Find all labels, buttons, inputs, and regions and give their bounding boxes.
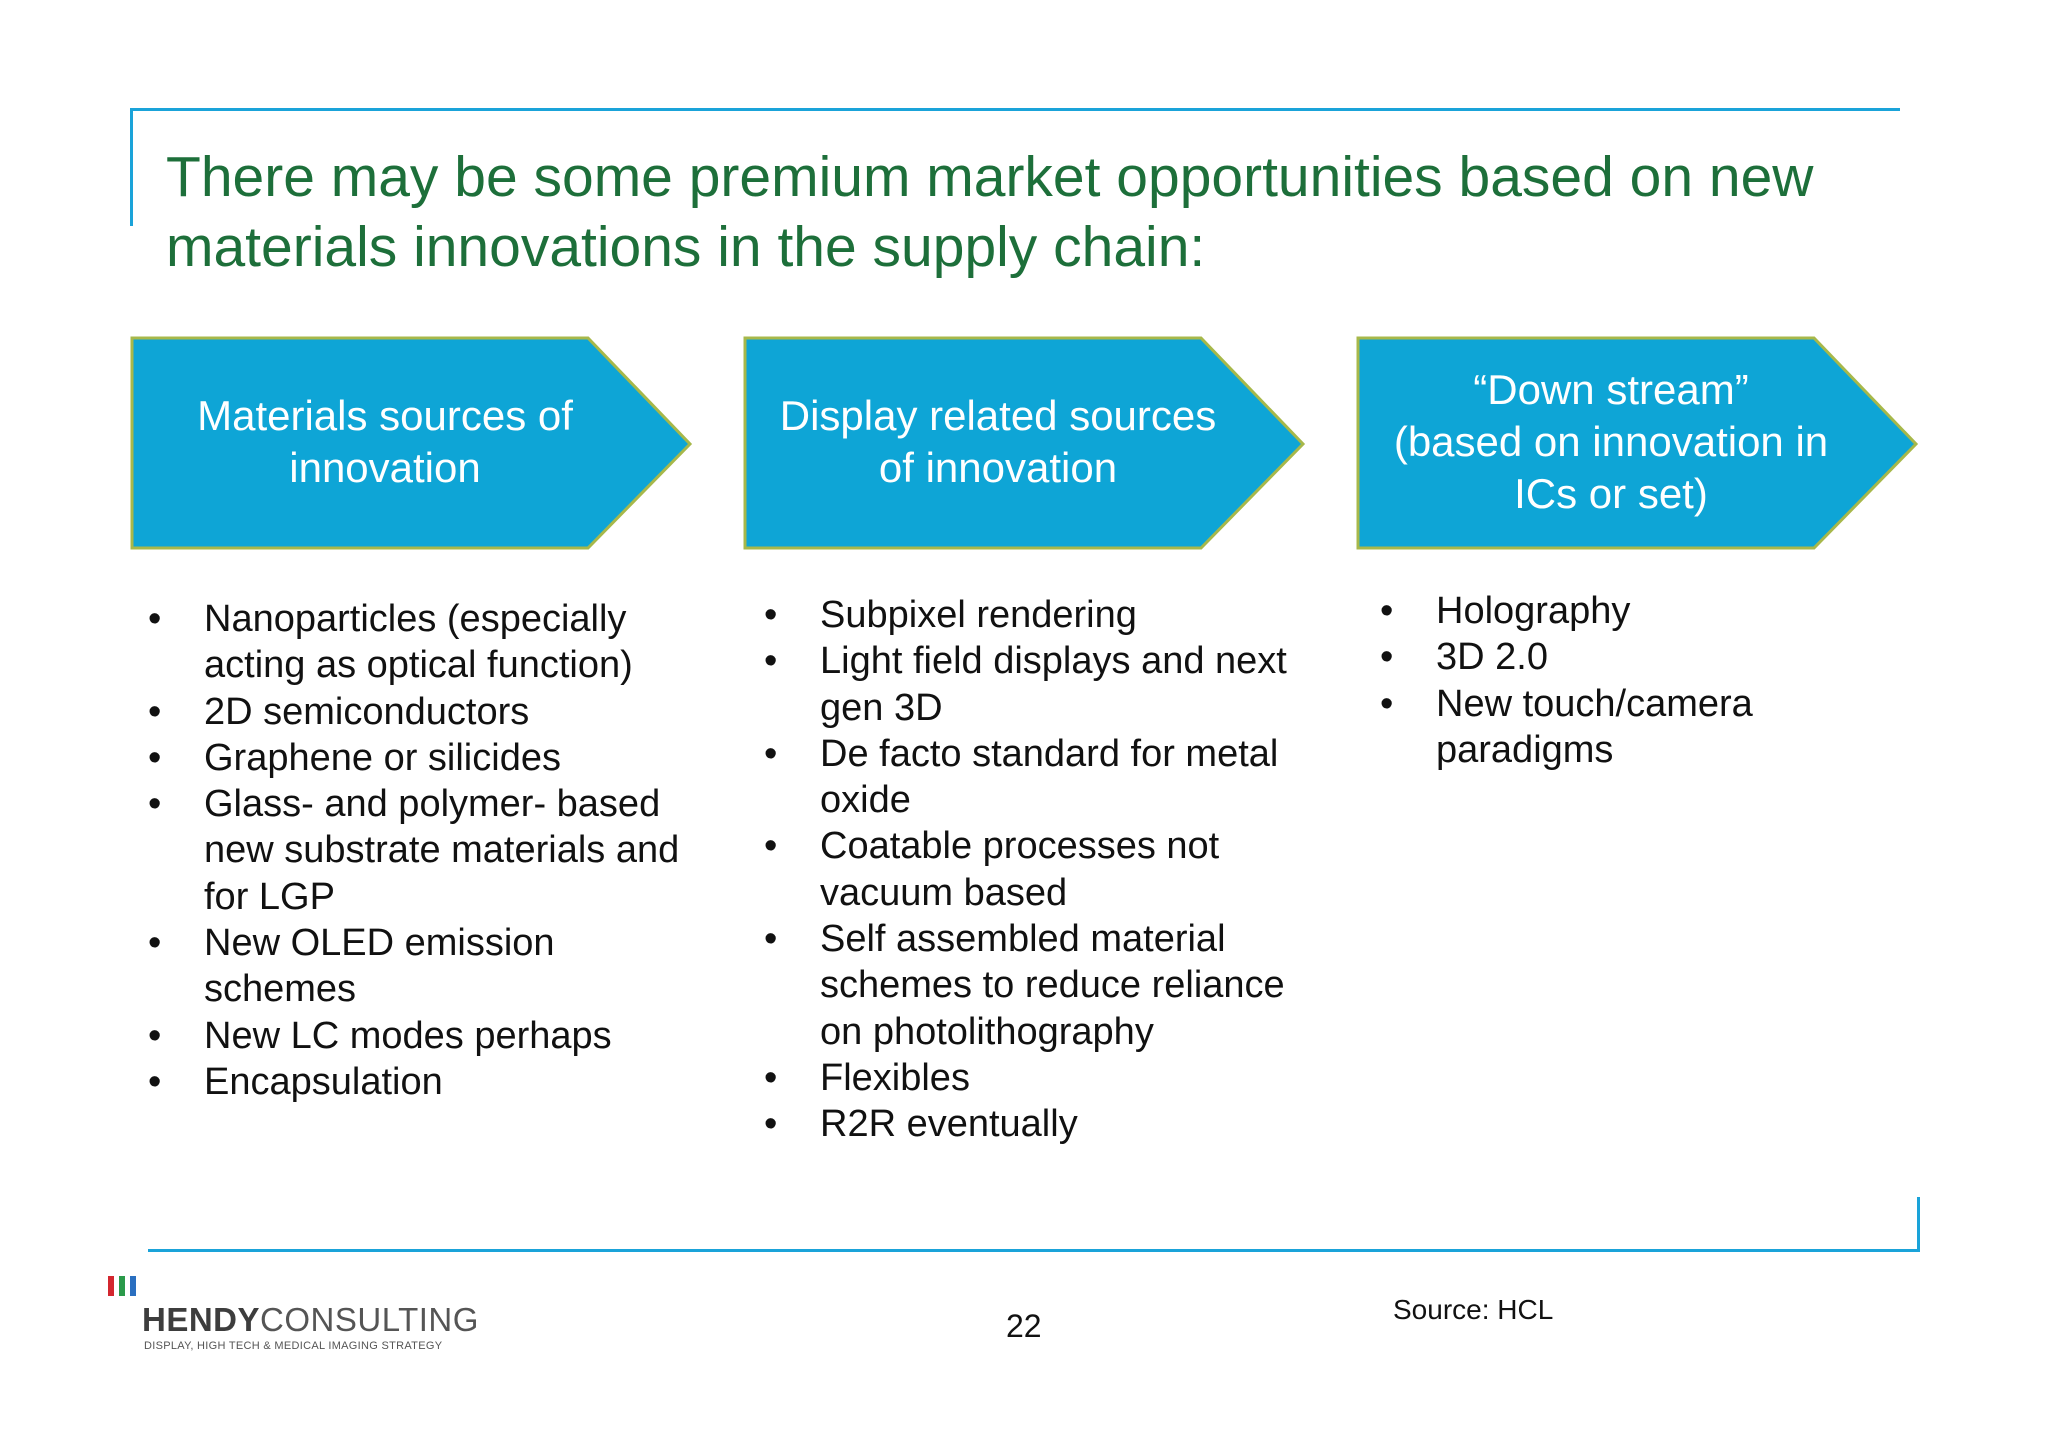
arrow-heading-line: Display related sources bbox=[779, 392, 1217, 439]
arrow-heading-line: (based on innovation in bbox=[1393, 418, 1829, 465]
chevron-arrow-shape bbox=[743, 336, 1306, 550]
arrow-heading-line: “Down stream” bbox=[1473, 366, 1749, 413]
arrow-heading-line: ICs or set) bbox=[1514, 470, 1708, 517]
list-item: 2D semiconductors bbox=[148, 689, 696, 736]
logo-bar-red bbox=[108, 1276, 114, 1296]
logo-name-bold: HENDY bbox=[142, 1301, 261, 1338]
logo-tagline: DISPLAY, HIGH TECH & MEDICAL IMAGING STR… bbox=[144, 1340, 443, 1352]
list-item: Coatable processes not vacuum based bbox=[764, 823, 1324, 916]
list-item: New LC modes perhaps bbox=[148, 1013, 696, 1060]
list-item: New OLED emission schemes bbox=[148, 920, 696, 1013]
list-item: 3D 2.0 bbox=[1380, 634, 1880, 681]
list-item: Self assembled material schemes to reduc… bbox=[764, 916, 1324, 1055]
frame-top-line bbox=[130, 108, 1900, 111]
hendy-consulting-logo: HENDYCONSULTING DISPLAY, HIGH TECH & MED… bbox=[108, 1276, 488, 1356]
arrow-display-sources: Display related sources of innovation bbox=[743, 336, 1309, 552]
arrow-heading-line: innovation bbox=[289, 444, 481, 491]
logo-name-light: CONSULTING bbox=[260, 1301, 479, 1338]
list-item: Subpixel rendering bbox=[764, 592, 1324, 639]
frame-bottom-line bbox=[148, 1249, 1920, 1252]
list-item: R2R eventually bbox=[764, 1101, 1324, 1148]
logo-bar-blue bbox=[130, 1276, 136, 1296]
slide-title: There may be some premium market opportu… bbox=[166, 145, 1814, 279]
list-item: Flexibles bbox=[764, 1055, 1324, 1102]
arrow-down-stream: “Down stream” (based on innovation in IC… bbox=[1356, 336, 1922, 552]
materials-bullet-list: Nanoparticles (especially acting as opti… bbox=[148, 596, 696, 1106]
list-item: Holography bbox=[1380, 588, 1880, 635]
list-item: De facto standard for metal oxide bbox=[764, 731, 1324, 824]
list-item: Nanoparticles (especially acting as opti… bbox=[148, 596, 696, 689]
list-item: Graphene or silicides bbox=[148, 735, 696, 782]
frame-right-line bbox=[1917, 1197, 1920, 1252]
list-item: Encapsulation bbox=[148, 1059, 696, 1106]
arrow-materials-heading: Materials sources of innovation bbox=[130, 336, 640, 548]
arrow-heading-line: of innovation bbox=[878, 444, 1118, 491]
chevron-arrow-shape bbox=[1356, 336, 1919, 550]
down-stream-bullet-list: Holography 3D 2.0 New touch/camera parad… bbox=[1380, 588, 1880, 773]
list-item: Glass- and polymer- based new substrate … bbox=[148, 781, 696, 920]
logo-wordmark: HENDYCONSULTING bbox=[142, 1302, 479, 1338]
frame-left-line bbox=[130, 108, 133, 226]
logo-bars-icon bbox=[108, 1276, 141, 1300]
arrow-display-heading: Display related sources of innovation bbox=[743, 336, 1253, 548]
page-number: 22 bbox=[1006, 1308, 1042, 1344]
source-note: Source: HCL bbox=[1393, 1294, 1554, 1325]
list-item: New touch/camera paradigms bbox=[1380, 681, 1880, 774]
logo-bar-green bbox=[119, 1276, 125, 1296]
chevron-arrow-shape bbox=[130, 336, 693, 550]
list-item: Light field displays and next gen 3D bbox=[764, 638, 1324, 731]
arrow-materials-sources: Materials sources of innovation bbox=[130, 336, 696, 552]
arrow-heading-line: Materials sources of bbox=[197, 392, 573, 439]
arrow-down-stream-heading: “Down stream” (based on innovation in IC… bbox=[1356, 336, 1866, 548]
display-bullet-list: Subpixel rendering Light field displays … bbox=[764, 592, 1324, 1148]
